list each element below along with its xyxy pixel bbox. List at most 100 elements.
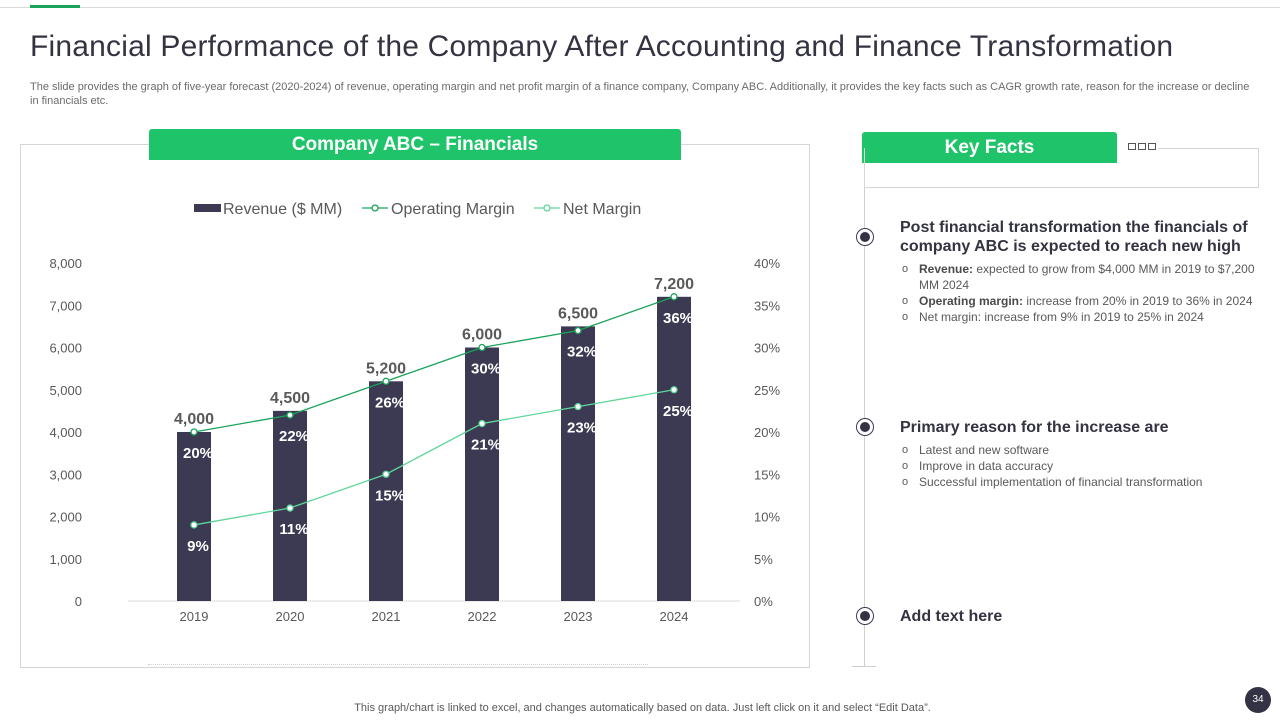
revenue-bar — [657, 296, 691, 601]
net-margin-label: 21% — [471, 437, 501, 454]
net-margin-line — [193, 389, 675, 526]
timeline-bullet-1 — [856, 228, 874, 246]
page-title: Financial Performance of the Company Aft… — [30, 30, 1174, 63]
x-tick-label: 2020 — [276, 609, 305, 624]
net-margin-label: 15% — [375, 487, 405, 504]
legend-label-revenue: Revenue ($ MM) — [223, 201, 342, 218]
key-facts-frame-top — [1158, 148, 1259, 149]
y-right-tick-label: 10% — [754, 510, 780, 525]
key-fact-3: Add text here — [900, 607, 1260, 626]
operating-margin-point — [286, 411, 294, 419]
right-axis-ticks: 0% 5% 10% 15% 20% 25% 30% 35% 40% — [754, 256, 780, 609]
point-text: increase from 20% in 2019 to 36% in 2024 — [1023, 294, 1253, 308]
x-tick-label: 2024 — [660, 609, 689, 624]
x-tick-label: 2021 — [372, 609, 401, 624]
operating-margin-label: 30% — [471, 361, 501, 378]
key-fact-point: Operating margin: increase from 20% in 2… — [900, 293, 1260, 309]
operating-margin-label: 20% — [183, 445, 213, 462]
operating-margin-point — [670, 293, 678, 301]
revenue-value-label: 7,200 — [654, 276, 694, 293]
y-left-tick-label: 3,000 — [49, 467, 82, 482]
chart-footline — [148, 664, 648, 670]
key-facts-frame — [864, 148, 1259, 188]
key-fact-2: Primary reason for the increase are Late… — [900, 418, 1260, 490]
revenue-value-label: 4,500 — [270, 390, 310, 407]
operating-margin-label: 36% — [663, 310, 693, 327]
y-right-tick-label: 40% — [754, 256, 780, 271]
key-fact-list: Revenue: expected to grow from $4,000 MM… — [900, 261, 1260, 325]
key-fact-heading: Primary reason for the increase are — [900, 419, 1169, 436]
dot-square — [1148, 143, 1156, 150]
point-text: Latest and new software — [919, 443, 1050, 457]
key-fact-heading[interactable]: Add text here — [900, 608, 1003, 625]
page-number: 34 — [1245, 687, 1271, 713]
key-fact-point: Successful implementation of financial t… — [900, 474, 1260, 490]
revenue-bar — [369, 381, 403, 601]
chart-legend: Revenue ($ MM) Operating Margin Net Margin — [194, 201, 641, 218]
key-fact-point: Net margin: increase from 9% in 2019 to … — [900, 309, 1260, 325]
legend-label-operating: Operating Margin — [391, 201, 515, 218]
net-margin-point — [382, 470, 390, 478]
legend-label-net: Net Margin — [563, 201, 641, 218]
x-tick-label: 2019 — [180, 609, 209, 624]
point-label: Operating margin: — [919, 294, 1024, 308]
x-tick-label: 2023 — [564, 609, 593, 624]
revenue-value-label: 5,200 — [366, 360, 406, 377]
net-margin-label: 11% — [279, 521, 308, 538]
point-text: Improve in data accuracy — [919, 459, 1054, 473]
y-left-tick-label: 2,000 — [49, 510, 82, 525]
y-left-tick-label: 6,000 — [49, 341, 82, 356]
financials-chart[interactable]: Revenue ($ MM) Operating Margin Net Margin… — [20, 144, 810, 668]
data-labels: 4,000 4,500 5,200 6,000 6,500 7,200 20% 22% 26% 3… — [174, 276, 694, 555]
footer-note: This graph/chart is linked to excel, and… — [354, 702, 931, 714]
y-right-tick-label: 25% — [754, 383, 780, 398]
net-margin-label: 9% — [187, 538, 209, 555]
key-facts-header: Key Facts — [862, 132, 1117, 163]
operating-margin-point — [478, 343, 486, 352]
revenue-value-label: 6,500 — [558, 305, 598, 322]
operating-margin-label: 22% — [279, 428, 309, 445]
key-fact-heading: Post financial transformation the financ… — [900, 219, 1248, 255]
point-text: Successful implementation of financial t… — [919, 475, 1203, 489]
operating-margin-line — [193, 296, 675, 433]
y-right-tick-label: 15% — [754, 467, 780, 482]
page-subtitle: The slide provides the graph of five-yea… — [30, 81, 1250, 107]
key-fact-list: Latest and new software Improve in data … — [900, 442, 1260, 490]
y-right-tick-label: 35% — [754, 298, 780, 313]
y-right-tick-label: 0% — [754, 594, 773, 609]
left-axis-ticks: 0 1,000 2,000 3,000 4,000 5,000 6,000 7,000 8,00… — [49, 256, 82, 609]
dot-square — [1128, 143, 1136, 150]
top-accent-bar — [30, 5, 80, 8]
legend-swatch-revenue — [194, 204, 221, 212]
operating-margin-label: 26% — [375, 394, 405, 411]
x-axis-labels: 2019 2020 2021 2022 2023 2024 — [180, 609, 689, 624]
y-left-tick-label: 5,000 — [49, 383, 82, 398]
net-margin-point — [286, 504, 294, 512]
y-left-tick-label: 4,000 — [49, 425, 82, 440]
operating-margin-point — [574, 326, 582, 335]
legend-marker-net — [543, 204, 551, 212]
net-margin-label: 23% — [567, 420, 597, 437]
timeline-bullet-3 — [856, 607, 874, 625]
dot-square — [1138, 143, 1146, 150]
x-tick-label: 2022 — [468, 609, 497, 624]
point-text: Net margin: increase from 9% in 2019 to … — [919, 310, 1204, 324]
timeline-bullet-2 — [856, 418, 874, 436]
margin-lines — [190, 293, 678, 529]
legend-marker-operating — [371, 204, 379, 212]
top-rule — [0, 7, 1280, 8]
key-fact-1: Post financial transformation the financ… — [900, 218, 1260, 325]
net-margin-point — [190, 521, 198, 529]
y-left-tick-label: 7,000 — [49, 298, 82, 313]
net-margin-label: 25% — [663, 403, 693, 420]
revenue-bar — [177, 432, 211, 601]
net-margin-point — [574, 402, 582, 411]
y-right-tick-label: 20% — [754, 425, 780, 440]
operating-margin-point — [382, 377, 390, 385]
net-margin-point — [670, 386, 678, 394]
key-fact-point: Improve in data accuracy — [900, 458, 1260, 474]
y-left-tick-label: 1,000 — [49, 552, 82, 567]
revenue-value-label: 4,000 — [174, 411, 214, 428]
revenue-bar — [465, 347, 499, 601]
revenue-value-label: 6,000 — [462, 327, 502, 344]
